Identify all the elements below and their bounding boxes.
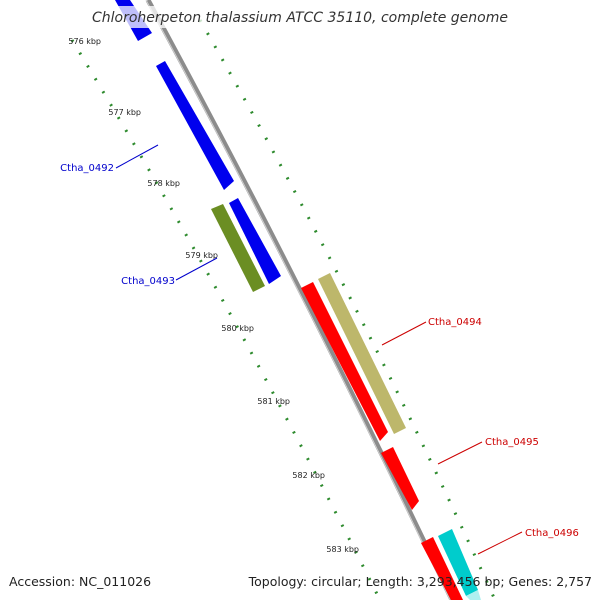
- gene-arrow-cyan-tail: [466, 590, 481, 600]
- callout-line-ctha-0492: [115, 144, 159, 169]
- genome-stats-text: Topology: circular; Length: 3,293,456 bp…: [248, 574, 592, 589]
- genes: [115, 0, 481, 600]
- gene-label-ctha-0496[interactable]: Ctha_0496: [525, 528, 579, 539]
- gene-arrow-khaki[interactable]: [318, 273, 406, 434]
- inner-tick-track: [70, 39, 382, 600]
- gene-arrow-blue[interactable]: [156, 61, 234, 190]
- gene-arrow-red[interactable]: [421, 537, 463, 600]
- callout-line-ctha-0494: [381, 321, 427, 346]
- gene-label-ctha-0493[interactable]: Ctha_0493: [121, 276, 175, 287]
- gene-arrow-red[interactable]: [381, 447, 419, 510]
- kbp-label: 578 kbp: [147, 179, 180, 188]
- kbp-label: 579 kbp: [185, 251, 218, 260]
- gene-label-ctha-0492[interactable]: Ctha_0492: [60, 163, 114, 174]
- tick-tracks: [70, 19, 497, 600]
- callout-lines: [115, 144, 523, 555]
- kbp-label: 577 kbp: [108, 108, 141, 117]
- kbp-label: 583 kbp: [326, 545, 359, 554]
- map-title: Chloroherpeton thalassium ATCC 35110, co…: [92, 10, 508, 26]
- callout-line-ctha-0495: [437, 441, 483, 465]
- kbp-label: 582 kbp: [292, 471, 325, 480]
- title-backdrop: [88, 6, 508, 28]
- gene-arrow-cyan[interactable]: [438, 529, 478, 596]
- genome-backbone: [145, 0, 455, 600]
- gene-label-ctha-0495[interactable]: Ctha_0495: [485, 437, 539, 448]
- outer-tick-track: [198, 19, 497, 600]
- gene-labels: Ctha_0492 Ctha_0493 Ctha_0494 Ctha_0495 …: [60, 163, 579, 539]
- gene-arrow-red[interactable]: [301, 282, 388, 441]
- kbp-label: 576 kbp: [68, 37, 101, 46]
- accession-text: Accession: NC_011026: [9, 574, 152, 589]
- kbp-label: 581 kbp: [257, 397, 290, 406]
- kbp-label: 580 kbp: [221, 324, 254, 333]
- callout-line-ctha-0496: [477, 531, 523, 555]
- gene-label-ctha-0494[interactable]: Ctha_0494: [428, 317, 482, 328]
- gene-arrow-blue[interactable]: [229, 198, 281, 284]
- gene-arrow-olive[interactable]: [211, 204, 265, 292]
- callout-line-ctha-0493: [175, 257, 218, 281]
- genome-backbone-highlight: [145, 0, 451, 600]
- kbp-labels: 576 kbp 577 kbp 578 kbp 579 kbp 580 kbp …: [68, 37, 359, 554]
